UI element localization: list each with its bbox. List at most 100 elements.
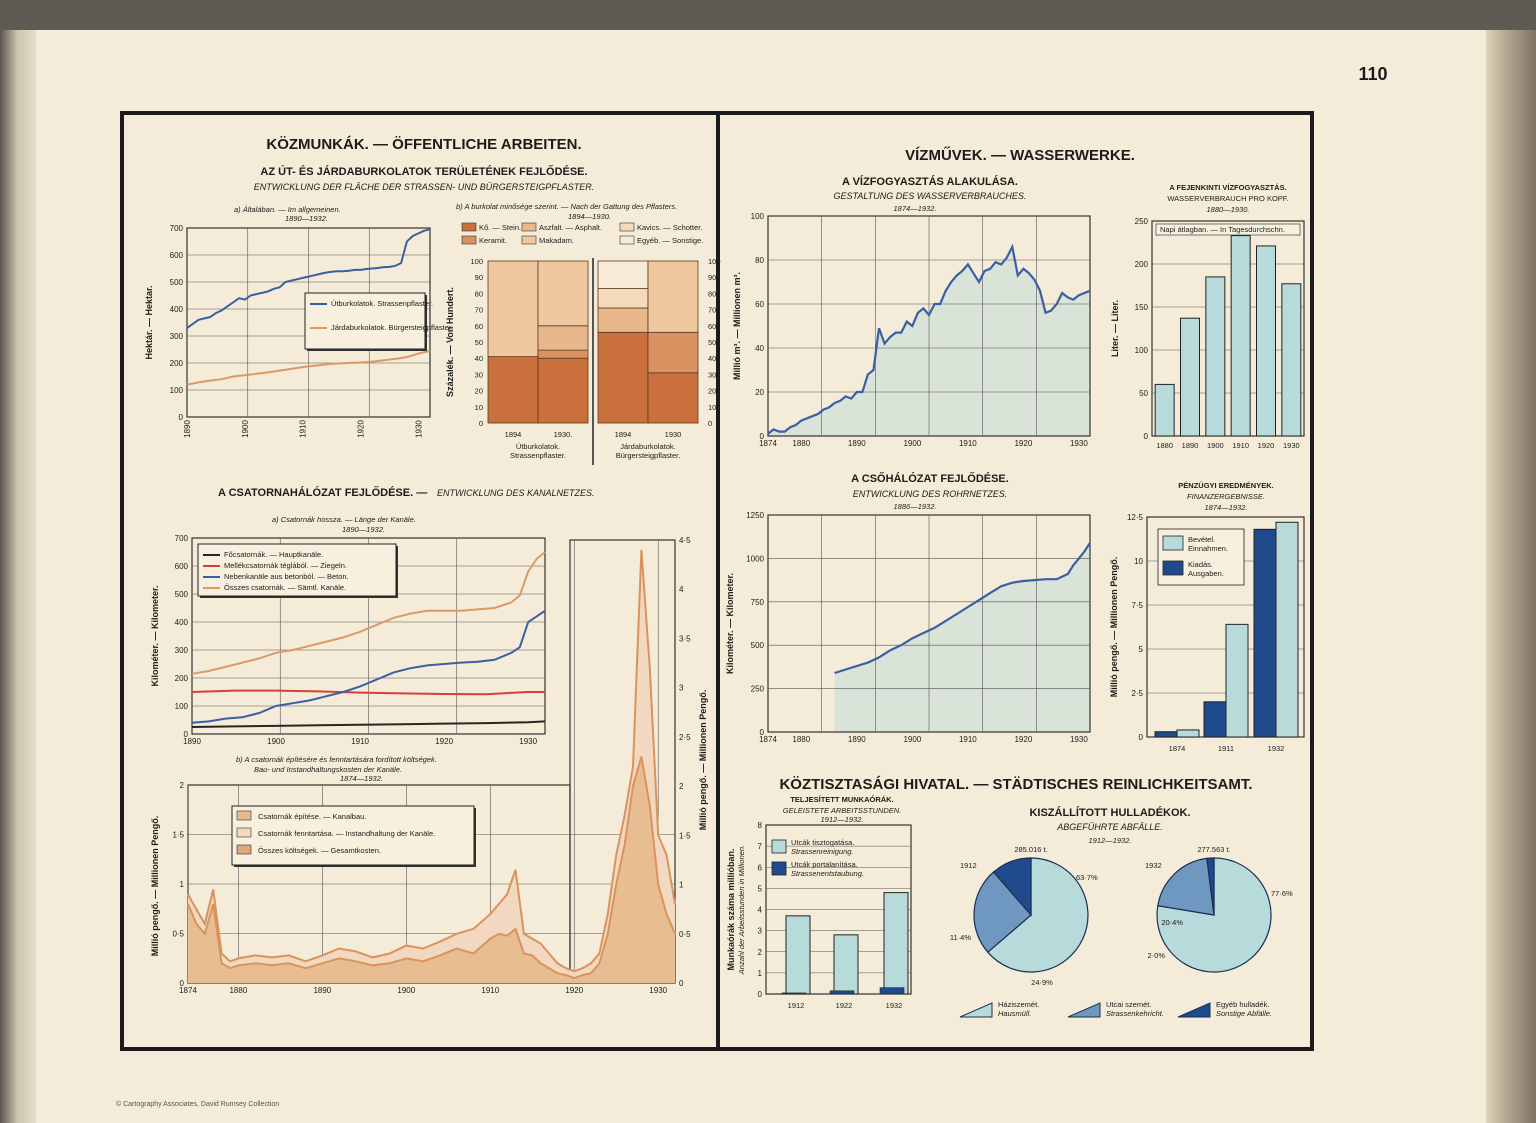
legend-label: Útburkolatok. Strassenpflaster.	[331, 299, 433, 308]
y-tick-label: 2	[758, 948, 763, 957]
y-tick-label: 0	[760, 432, 765, 441]
y-tick-label: 90	[475, 273, 483, 282]
x-category-label: 1874	[1169, 744, 1186, 753]
y-tick-label-right: 4·5	[679, 536, 691, 545]
x-category-label: 1930	[665, 430, 682, 439]
series-area	[834, 542, 1090, 732]
chart-period: 1912—1932.	[821, 815, 864, 824]
bar	[1180, 317, 1200, 437]
y-tick-label: 80	[475, 289, 483, 298]
x-category-label: 1894	[615, 430, 632, 439]
legend-label: Kiadás.	[1188, 560, 1213, 569]
bar	[833, 934, 859, 995]
y-tick-label: 100	[470, 257, 483, 266]
y-tick-label-right: 4	[679, 585, 684, 594]
y-tick-label: 500	[175, 590, 189, 599]
waste-subtitle: ABGEFÜHRTE ABFÄLLE.	[1056, 822, 1163, 832]
legend-label: Kavics. — Schotter.	[637, 223, 702, 232]
x-tick-label: 1920	[1014, 439, 1032, 448]
pie-value-label: 24·9%	[1031, 978, 1053, 987]
y-tick-label: 20	[475, 387, 483, 396]
y-tick-label: 200	[175, 674, 189, 683]
pie-value-label: 77·6%	[1271, 889, 1293, 898]
pie-total: 285.016 t.	[1014, 845, 1047, 854]
x-tick-label: 1880	[229, 986, 247, 995]
y-tick-label: 100	[175, 702, 189, 711]
chart-period: 1880—1930.	[1207, 205, 1250, 214]
y-axis-label-right: Millió pengő. — Millionen Pengő.	[698, 690, 708, 831]
y-tick-label: 0	[180, 979, 185, 988]
legend-swatch	[619, 222, 635, 232]
chart-work-hours: TELJESÍTETT MUNKAÓRÁK. GELEISTETE ARBEITS…	[726, 795, 912, 1010]
y-axis-label: Liter. — Liter.	[1110, 300, 1120, 357]
bar	[1154, 383, 1175, 437]
legend-label: Einnahmen.	[1188, 544, 1228, 553]
chart-period: 1886—1932.	[894, 502, 937, 511]
legend-swatch	[521, 235, 537, 245]
x-category-label: 1932	[1268, 744, 1285, 753]
stacked-bar-segment	[597, 307, 649, 333]
chart-title: A VÍZFOGYASZTÁS ALAKULÁSA.	[842, 175, 1018, 188]
chart-subtitle: Bau- und Instandhaltungskosten der Kanäl…	[254, 765, 402, 774]
chart-sewer-costs: b) A csatornák építésére és fenntartásár…	[150, 536, 708, 995]
series-line	[191, 720, 546, 728]
legend-label: Strassenentstaubung.	[791, 869, 864, 878]
y-tick-label: 12·5	[1127, 513, 1144, 522]
pie-value-label: 2·0%	[1147, 951, 1165, 960]
x-category-label: 1880	[1156, 441, 1173, 450]
stacked-bar-segment	[647, 331, 699, 374]
legend-label: Főcsatornák. — Hauptkanäle.	[224, 550, 323, 559]
pie-slice	[973, 871, 1032, 954]
y-tick-label-right: 3	[679, 684, 684, 693]
chart-pipe-network: A CSŐHÁLÓZAT FEJLŐDÉSE. ENTWICKLUNG DES R…	[725, 472, 1091, 744]
legend-box	[197, 543, 397, 597]
y-tick-label: 0	[1139, 733, 1144, 742]
legend-swatch	[461, 235, 477, 245]
x-tick-label: 1930	[649, 986, 667, 995]
pie-slice	[986, 857, 1089, 973]
x-category-label: 1920	[1258, 441, 1275, 450]
y-tick-label-right: 0·5	[679, 930, 691, 939]
y-tick-label: 700	[170, 224, 184, 233]
legend-label: Csatornák építése. — Kanalbau.	[258, 812, 366, 821]
legend-label: Utcák tisztogatása.	[791, 838, 854, 847]
x-tick-label: 1880	[792, 439, 810, 448]
stacked-bar-segment	[537, 357, 589, 424]
bar	[1154, 731, 1178, 738]
x-tick-label: 1920	[435, 737, 453, 746]
legend-label: Utcai szemét.	[1106, 1000, 1151, 1009]
bar	[1281, 283, 1302, 437]
pie-value-label: 63·7%	[1076, 873, 1098, 882]
x-tick-label: 1890	[313, 986, 331, 995]
y-tick-label: 40	[755, 344, 764, 353]
legend-swatch	[521, 222, 537, 232]
chart-subtitle: FINANZERGEBNISSE.	[1187, 492, 1265, 501]
legend-label: Ausgaben.	[1188, 569, 1224, 578]
note-box	[1155, 223, 1301, 236]
y-tick-label: 5	[1139, 645, 1144, 654]
y-axis-label: Kilométer. — Kilometer.	[725, 573, 735, 674]
legend-label: Makadam.	[539, 236, 574, 245]
legend-label: Egyéb hulladék.	[1216, 1000, 1269, 1009]
waste-title: KISZÁLLÍTOTT HULLADÉKOK.	[1029, 806, 1190, 819]
x-category-label: 1932	[886, 1001, 903, 1010]
x-category-label: 1930	[1283, 441, 1300, 450]
x-category-label: 1930.	[554, 430, 573, 439]
y-tick-label: 70	[708, 306, 716, 315]
book-right-page-edge	[1486, 30, 1536, 1123]
y-tick-label: 1000	[746, 554, 764, 563]
x-tick-label: 1874	[179, 986, 197, 995]
x-tick-label: 1900	[397, 986, 415, 995]
group-label: Strassenpflaster.	[510, 451, 566, 460]
stacked-bar-segment	[537, 349, 589, 359]
chart-title: PÉNZÜGYI EREDMÉNYEK.	[1178, 481, 1273, 490]
y-axis-label: Millió pengő. — Millionen Pengő.	[1109, 557, 1119, 698]
chart-subtitle: 1890—1932.	[342, 525, 385, 534]
bar	[781, 992, 807, 995]
bar	[829, 990, 855, 995]
y-axis-label: Hektár. — Hektar.	[144, 285, 154, 359]
plate-divider	[716, 111, 720, 1051]
x-category-label: 1910	[1232, 441, 1249, 450]
y-tick-label: 40	[475, 354, 483, 363]
x-tick-label: 1910	[299, 420, 308, 438]
